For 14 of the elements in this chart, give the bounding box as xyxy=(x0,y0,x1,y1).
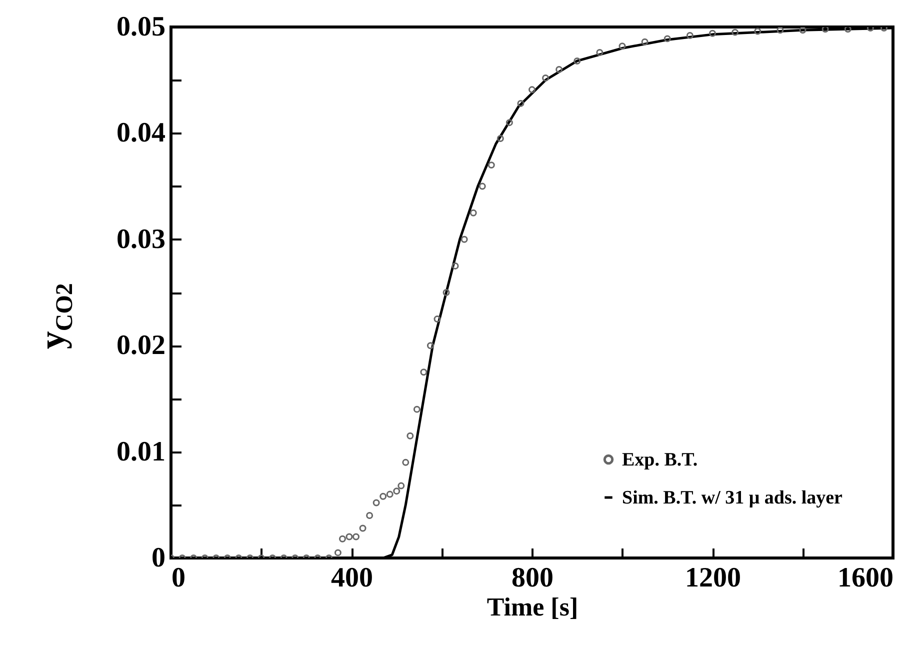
x-axis-title: Time [s] xyxy=(486,592,578,622)
legend-label: Exp. B.T. xyxy=(622,450,698,470)
x-tick-label: 1600 xyxy=(838,562,894,594)
y-tick-label: 0.05 xyxy=(116,12,166,42)
y-tick-label: 0 xyxy=(152,542,166,574)
y-tick-label: 0.03 xyxy=(116,224,166,255)
y-tick-label: 0.01 xyxy=(116,436,166,468)
y-tick-label: 0.02 xyxy=(116,330,166,362)
x-tick-label: 1200 xyxy=(685,562,741,594)
y-tick-label: 0.04 xyxy=(116,118,166,149)
x-tick-label: 0 xyxy=(172,562,186,594)
legend-label: Sim. B.T. w/ 31 μ ads. layer xyxy=(622,488,844,508)
x-tick-label: 800 xyxy=(512,562,554,594)
x-tick-label: 400 xyxy=(331,562,373,594)
